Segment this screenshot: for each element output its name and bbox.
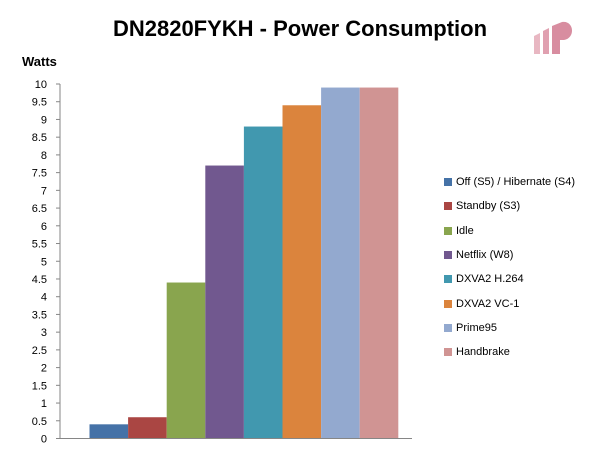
y-tick-label: 10 xyxy=(35,79,47,91)
bar-prime95 xyxy=(321,87,360,439)
y-tick-label: 4 xyxy=(41,292,47,304)
y-tick-label: 5 xyxy=(41,256,47,268)
bar-dxva2-h-264 xyxy=(243,126,283,439)
legend-item: DXVA2 H.264 xyxy=(444,267,594,291)
legend: Off (S5) / Hibernate (S4) Standby (S3) Idl… xyxy=(444,170,594,364)
y-tick-label: 8 xyxy=(41,150,47,162)
y-tick-label: 2 xyxy=(41,363,47,375)
legend-item: Netflix (W8) xyxy=(444,243,594,267)
y-tick-label: 5.5 xyxy=(32,239,47,251)
legend-swatch xyxy=(444,178,452,187)
y-tick-label: 7.5 xyxy=(32,168,47,180)
y-tick-label: 2.5 xyxy=(32,345,47,357)
chart-title: DN2820FYKH - Power Consumption xyxy=(112,16,488,41)
legend-item: Idle xyxy=(444,219,594,243)
legend-swatch xyxy=(444,275,452,284)
legend-label: DXVA2 H.264 xyxy=(456,273,524,286)
y-tick-label: 1 xyxy=(41,398,47,410)
legend-label: Netflix (W8) xyxy=(456,249,514,262)
legend-item: DXVA2 VC-1 xyxy=(444,291,594,315)
legend-item: Prime95 xyxy=(444,316,594,340)
y-tick-label: 3 xyxy=(41,327,47,339)
legend-label: DXVA2 VC-1 xyxy=(456,297,520,310)
legend-swatch xyxy=(444,202,452,211)
legend-label: Prime95 xyxy=(456,321,497,334)
y-tick-label: 9 xyxy=(41,114,47,126)
y-tick-label: 0 xyxy=(41,434,47,446)
legend-label: Idle xyxy=(456,224,474,237)
legend-label: Off (S5) / Hibernate (S4) xyxy=(456,176,576,189)
bar-netflix-w8 xyxy=(205,165,244,439)
legend-label: Standby (S3) xyxy=(456,200,521,213)
bar-dxva2-vc-1 xyxy=(282,105,322,439)
legend-label: Handbrake xyxy=(456,346,510,359)
y-tick-label: 4.5 xyxy=(32,274,47,286)
legend-item: Off (S5) / Hibernate (S4) xyxy=(444,170,594,194)
y-tick-label: 0.5 xyxy=(32,416,47,428)
legend-item: Handbrake xyxy=(444,340,594,364)
bar-handbrake xyxy=(359,87,399,439)
y-tick-label: 6 xyxy=(41,221,47,233)
y-tick-label: 9.5 xyxy=(32,97,47,109)
bar-standby-s3 xyxy=(128,417,167,439)
y-tick-label: 6.5 xyxy=(32,203,47,215)
bar-off-s5-hibernate-s4 xyxy=(89,424,129,439)
y-tick-label: 3.5 xyxy=(32,309,47,321)
legend-swatch xyxy=(444,323,452,332)
legend-swatch xyxy=(444,251,452,260)
legend-swatch xyxy=(444,299,452,308)
bar-idle xyxy=(166,282,206,439)
legend-swatch xyxy=(444,348,452,357)
legend-item: Standby (S3) xyxy=(444,194,594,218)
y-tick-label: 7 xyxy=(41,185,47,197)
legend-swatch xyxy=(444,226,452,235)
y-tick-label: 1.5 xyxy=(32,380,47,392)
y-axis-label: Watts xyxy=(22,54,57,69)
y-tick-label: 8.5 xyxy=(32,132,47,144)
site-logo xyxy=(534,21,573,54)
